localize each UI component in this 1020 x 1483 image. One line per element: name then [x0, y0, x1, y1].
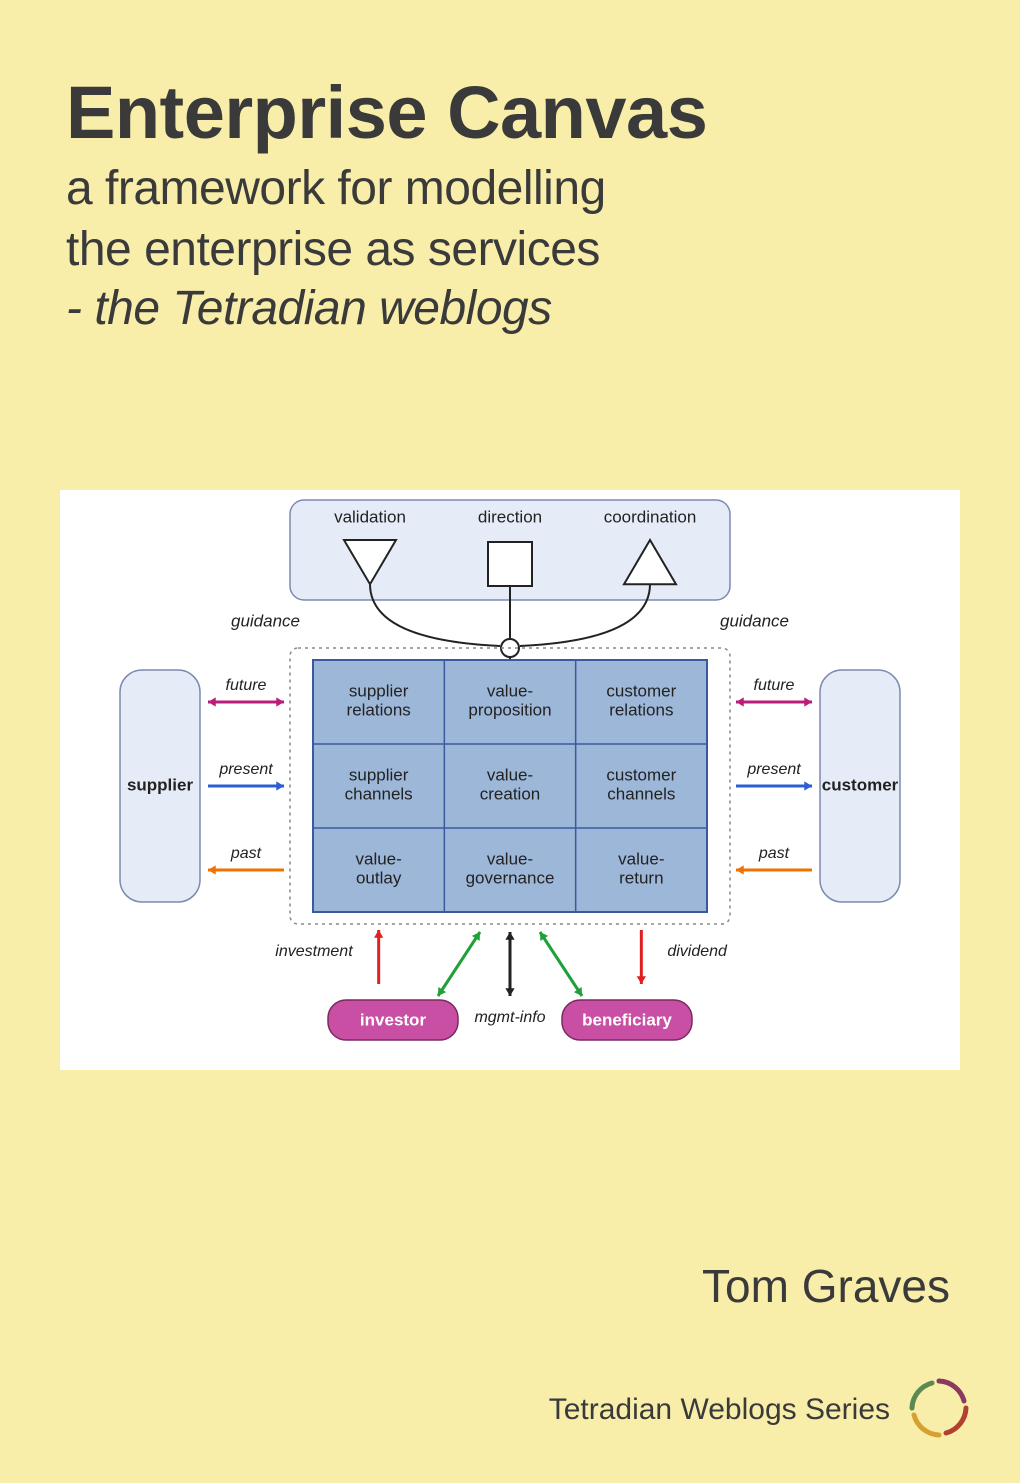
svg-text:customer: customer	[822, 775, 899, 794]
svg-text:customerrelations: customerrelations	[606, 682, 676, 720]
subtitle-italic: - the Tetradian weblogs	[66, 281, 1020, 336]
svg-text:supplierrelations: supplierrelations	[347, 682, 411, 720]
svg-text:present: present	[218, 761, 273, 778]
enterprise-canvas-diagram: validation direction coordination guidance g…	[60, 490, 960, 1070]
svg-text:present: present	[746, 761, 801, 778]
svg-text:beneficiary: beneficiary	[582, 1010, 672, 1029]
svg-text:guidance: guidance	[231, 611, 300, 630]
svg-text:future: future	[754, 677, 795, 694]
svg-text:guidance: guidance	[720, 611, 789, 630]
svg-text:validation: validation	[334, 507, 406, 526]
svg-text:coordination: coordination	[604, 507, 697, 526]
tetradian-logo-icon	[904, 1373, 974, 1443]
page-title: Enterprise Canvas	[66, 70, 1020, 155]
svg-text:past: past	[758, 845, 790, 862]
svg-text:supplierchannels: supplierchannels	[345, 766, 413, 804]
svg-text:investor: investor	[360, 1010, 427, 1029]
svg-text:value-return: value-return	[618, 850, 664, 888]
svg-text:future: future	[226, 677, 267, 694]
svg-text:customerchannels: customerchannels	[606, 766, 676, 804]
subtitle-line-1: a framework for modelling	[66, 161, 1020, 216]
svg-text:past: past	[230, 845, 262, 862]
svg-text:direction: direction	[478, 507, 542, 526]
svg-text:value-outlay: value-outlay	[356, 850, 402, 888]
svg-text:supplier: supplier	[127, 775, 194, 794]
author-name: Tom Graves	[702, 1259, 950, 1313]
svg-text:mgmt-info: mgmt-info	[474, 1009, 545, 1026]
svg-text:investment: investment	[275, 943, 353, 960]
subtitle-line-2: the enterprise as services	[66, 222, 1020, 277]
svg-text:dividend: dividend	[667, 943, 728, 960]
svg-text:value-creation: value-creation	[480, 766, 540, 804]
series-name: Tetradian Weblogs Series	[549, 1393, 890, 1427]
